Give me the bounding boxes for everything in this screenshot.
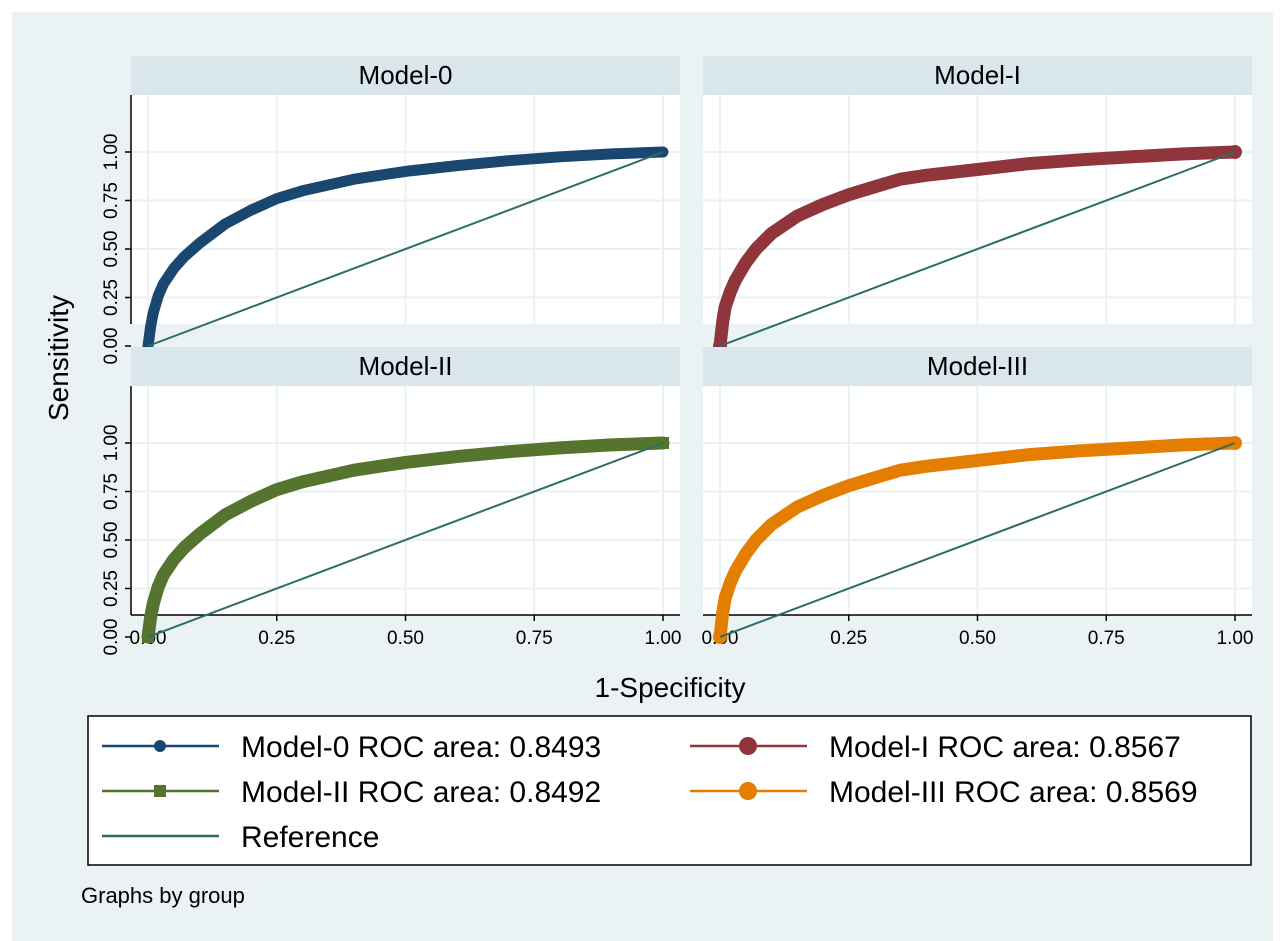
legend-item: Model-III ROC area: 0.8569 bbox=[690, 776, 1198, 809]
x-tick-label: 1.00 bbox=[645, 628, 682, 649]
panel-title: Model-I bbox=[934, 60, 1021, 90]
legend-marker bbox=[739, 782, 757, 800]
y-tick-label: 1.00 bbox=[101, 134, 122, 171]
graphs-by-note: Graphs by group bbox=[81, 883, 245, 908]
panels: Model-0 0.00 0.25 0.50 0.75 1.00 Model-I Model-… bbox=[101, 56, 1253, 655]
roc-curve bbox=[713, 145, 1242, 353]
x-axis-label: 1-Specificity bbox=[595, 672, 746, 703]
x-tick-label: 0.75 bbox=[1088, 628, 1125, 649]
legend-label: Model-I ROC area: 0.8567 bbox=[829, 731, 1181, 764]
y-tick-label: 0.25 bbox=[101, 570, 122, 607]
legend-label: Reference bbox=[241, 821, 379, 854]
y-tick-label: 0.00 bbox=[101, 328, 122, 365]
panel-title-strip bbox=[703, 56, 1252, 95]
x-tick-label: 0.25 bbox=[830, 628, 867, 649]
panel-1: Model-0 0.00 0.25 0.50 0.75 1.00 bbox=[101, 56, 680, 364]
panel-title-strip bbox=[703, 347, 1252, 386]
x-tick-label: 0.75 bbox=[516, 628, 553, 649]
roc-curve bbox=[142, 146, 669, 352]
x-tick-label: 0.50 bbox=[387, 628, 424, 649]
x-tick-label: 1.00 bbox=[1217, 628, 1254, 649]
legend: Model-0 ROC area: 0.8493 Model-I ROC area… bbox=[87, 715, 1252, 866]
reference-line bbox=[147, 151, 664, 347]
legend-label: Model-II ROC area: 0.8492 bbox=[241, 776, 601, 809]
x-tick-label: 0.25 bbox=[258, 628, 295, 649]
roc-curve bbox=[713, 436, 1242, 644]
legend-item: Reference bbox=[102, 821, 379, 854]
roc-curve bbox=[141, 436, 670, 644]
legend-marker bbox=[154, 740, 166, 752]
legend-item: Model-II ROC area: 0.8492 bbox=[102, 776, 601, 809]
legend-items: Model-0 ROC area: 0.8493 Model-I ROC area… bbox=[102, 731, 1198, 854]
y-axis-label: Sensitivity bbox=[43, 295, 74, 421]
legend-marker bbox=[739, 737, 757, 755]
y-tick-label: 0.50 bbox=[101, 522, 122, 559]
legend-box bbox=[87, 715, 1252, 866]
reference-line bbox=[719, 442, 1236, 638]
legend-item: Model-0 ROC area: 0.8493 bbox=[102, 731, 601, 764]
y-tick-label: 0.50 bbox=[101, 231, 122, 268]
y-tick-label: 0.75 bbox=[101, 473, 122, 510]
panel-title: Model-III bbox=[927, 351, 1028, 381]
reference-line bbox=[147, 442, 664, 638]
panel-title-strip bbox=[131, 56, 680, 95]
legend-label: Model-III ROC area: 0.8569 bbox=[829, 776, 1198, 809]
y-tick-label: 0.75 bbox=[101, 182, 122, 219]
y-tick-label: 0.25 bbox=[101, 279, 122, 316]
legend-label: Model-0 ROC area: 0.8493 bbox=[241, 731, 601, 764]
y-tick-label: 0.00 bbox=[101, 619, 122, 656]
panel-2: Model-I bbox=[703, 56, 1252, 353]
x-tick-label: 0.50 bbox=[959, 628, 996, 649]
panel-title-strip bbox=[131, 347, 680, 386]
panel-title: Model-0 bbox=[359, 60, 453, 90]
y-tick-label: 1.00 bbox=[101, 425, 122, 462]
legend-item: Model-I ROC area: 0.8567 bbox=[690, 731, 1181, 764]
reference-line bbox=[719, 151, 1236, 347]
legend-marker bbox=[154, 785, 166, 797]
panel-3: Model-II0.000.250.500.751.000.000.250.50… bbox=[101, 347, 681, 655]
panel-title: Model-II bbox=[359, 351, 453, 381]
